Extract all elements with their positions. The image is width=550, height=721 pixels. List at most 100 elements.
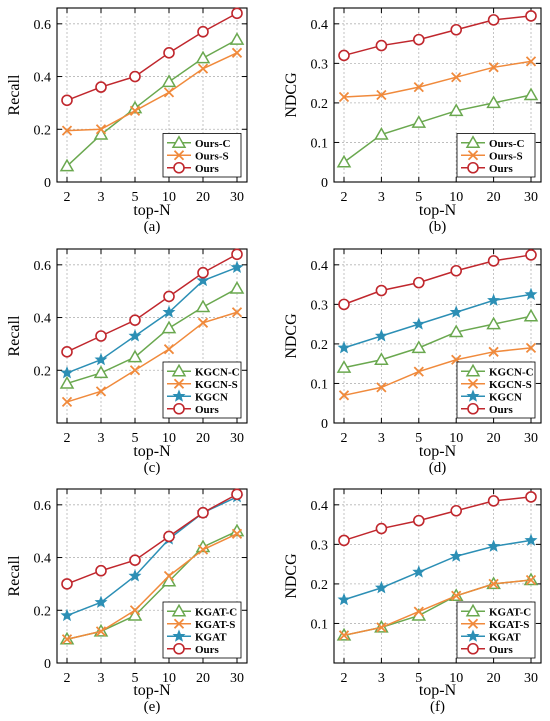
y-tick-label: 0.4 <box>311 499 329 514</box>
y-axis-title: NDCG <box>283 72 300 118</box>
series-line-kgcn-c <box>66 287 238 385</box>
data-point-ours-circle <box>163 530 175 543</box>
data-point-ours-circle <box>525 10 537 22</box>
data-point-kgcn-star <box>449 305 463 318</box>
data-point-ours-circle <box>412 514 425 527</box>
x-tick-label: 2 <box>341 431 348 446</box>
x-tick-label: 5 <box>415 671 422 686</box>
y-tick-label: 0.4 <box>34 552 52 567</box>
series-line-ours <box>343 254 532 306</box>
x-axis-title: top-N <box>133 202 171 219</box>
data-point-kgat-star <box>128 569 142 582</box>
data-point-ours-circle <box>197 506 209 519</box>
legend-label: Ours <box>195 644 220 656</box>
y-tick-label: 0.6 <box>34 499 52 514</box>
data-point-ours-circle <box>61 578 73 590</box>
legend-marker-star <box>466 629 480 642</box>
x-tick-label: 5 <box>415 190 422 205</box>
legend-label: KGAT <box>195 631 227 643</box>
data-point-ours-c-triangle <box>523 87 539 101</box>
legend-label: KGCN-C <box>489 366 534 378</box>
data-point-ours-circle <box>338 298 350 311</box>
legend-label: KGCN <box>489 391 522 403</box>
data-point-kgat-star <box>412 565 426 578</box>
y-tick-label: 0.2 <box>311 578 329 593</box>
x-axis-title: top-N <box>419 443 457 460</box>
x-tick-label: 30 <box>524 671 538 686</box>
y-tick-label: 0.3 <box>311 57 329 72</box>
series-line-ours-s <box>66 52 238 132</box>
x-tick-label: 30 <box>230 671 244 686</box>
series-line-ours-s <box>343 60 532 98</box>
legend-label: Ours <box>195 163 220 175</box>
x-tick-label: 5 <box>415 431 422 446</box>
x-tick-label: 20 <box>487 431 501 446</box>
data-point-kgcn-s-x <box>338 390 350 401</box>
data-point-ours-circle <box>450 23 463 36</box>
x-axis-title: top-N <box>419 682 457 699</box>
x-tick-label: 2 <box>64 190 71 205</box>
data-point-kgcn-c-triangle <box>229 281 245 294</box>
data-point-ours-circle <box>525 249 537 261</box>
data-point-ours-circle <box>61 346 73 358</box>
data-point-ours-circle <box>231 248 243 261</box>
data-point-ours-s-x <box>129 105 141 116</box>
data-point-ours-s-x <box>451 72 462 83</box>
legend-marker-triangle <box>465 603 481 617</box>
legend-marker-star <box>466 389 480 402</box>
y-tick-label: 0.4 <box>311 18 329 33</box>
chart-panel-3: 0.20.40.62 3 5 10 20 30top-NRecall(c)KGCN-CKG… <box>6 248 248 476</box>
panel-caption: (c) <box>144 460 161 476</box>
y-tick-label: 0.2 <box>311 97 329 112</box>
y-tick-label: 0.1 <box>311 136 329 151</box>
series-line-ours <box>343 15 532 57</box>
panel-caption: (a) <box>144 219 161 235</box>
chart-panel-5: 00.20.40.62 3 5 10 20 30top-NRecall(e)KGAT-CK… <box>6 488 248 715</box>
data-point-kgat-s-x <box>376 622 387 633</box>
data-point-ours-s-x <box>231 47 243 58</box>
data-point-ours-circle <box>375 39 388 52</box>
y-tick-label: 0.1 <box>311 377 329 392</box>
data-point-ours-circle <box>129 314 141 326</box>
y-tick-label: 0.6 <box>34 18 52 33</box>
legend-label: KGAT <box>489 631 521 643</box>
data-point-ours-c-triangle <box>448 103 464 117</box>
series-line-ours <box>343 496 532 542</box>
data-point-kgat-s-x <box>525 574 537 586</box>
series-line-ours <box>66 253 238 353</box>
data-point-ours-s-x <box>525 56 537 67</box>
chart-panel-2: 0 0.1 0.2 0.3 0.4 2 3 5 10 20 30 top-N NDCG (b) Ours-C… <box>283 7 542 235</box>
series-line-kgcn-s <box>343 347 532 397</box>
series-line-kgcn-c <box>343 315 532 369</box>
data-point-ours-circle <box>487 255 500 267</box>
x-tick-label: 10 <box>449 190 463 205</box>
data-point-kgcn-star <box>60 366 74 379</box>
x-tick-label: 20 <box>487 190 501 205</box>
y-axis-title: NDCG <box>283 313 300 359</box>
data-point-kgat-s-x <box>413 606 424 617</box>
legend-marker-triangle <box>171 603 187 617</box>
legend-label: Ours-S <box>195 150 229 162</box>
legend-label: Ours <box>489 644 514 656</box>
y-tick-label: 0.3 <box>311 298 329 313</box>
plot-frame <box>56 488 248 664</box>
x-tick-label: 10 <box>162 671 176 686</box>
data-point-ours-s-x <box>413 81 424 93</box>
x-tick-label: 5 <box>132 671 139 686</box>
x-tick-label: 3 <box>378 671 385 686</box>
legend-label: Ours <box>195 404 220 416</box>
data-point-kgat-c-triangle <box>161 573 177 587</box>
legend-marker-circle <box>467 161 479 174</box>
y-tick-label: 0.6 <box>34 259 52 274</box>
data-point-kgcn-c-triangle <box>448 324 464 338</box>
panel-caption: (d) <box>429 460 447 476</box>
plot-frame <box>333 7 542 183</box>
data-point-ours-circle <box>95 330 107 342</box>
data-point-ours-circle <box>412 276 425 289</box>
data-point-kgcn-c-triangle <box>93 365 109 379</box>
legend-label: Ours-S <box>489 150 523 162</box>
data-point-kgcn-c-triangle <box>411 340 427 354</box>
